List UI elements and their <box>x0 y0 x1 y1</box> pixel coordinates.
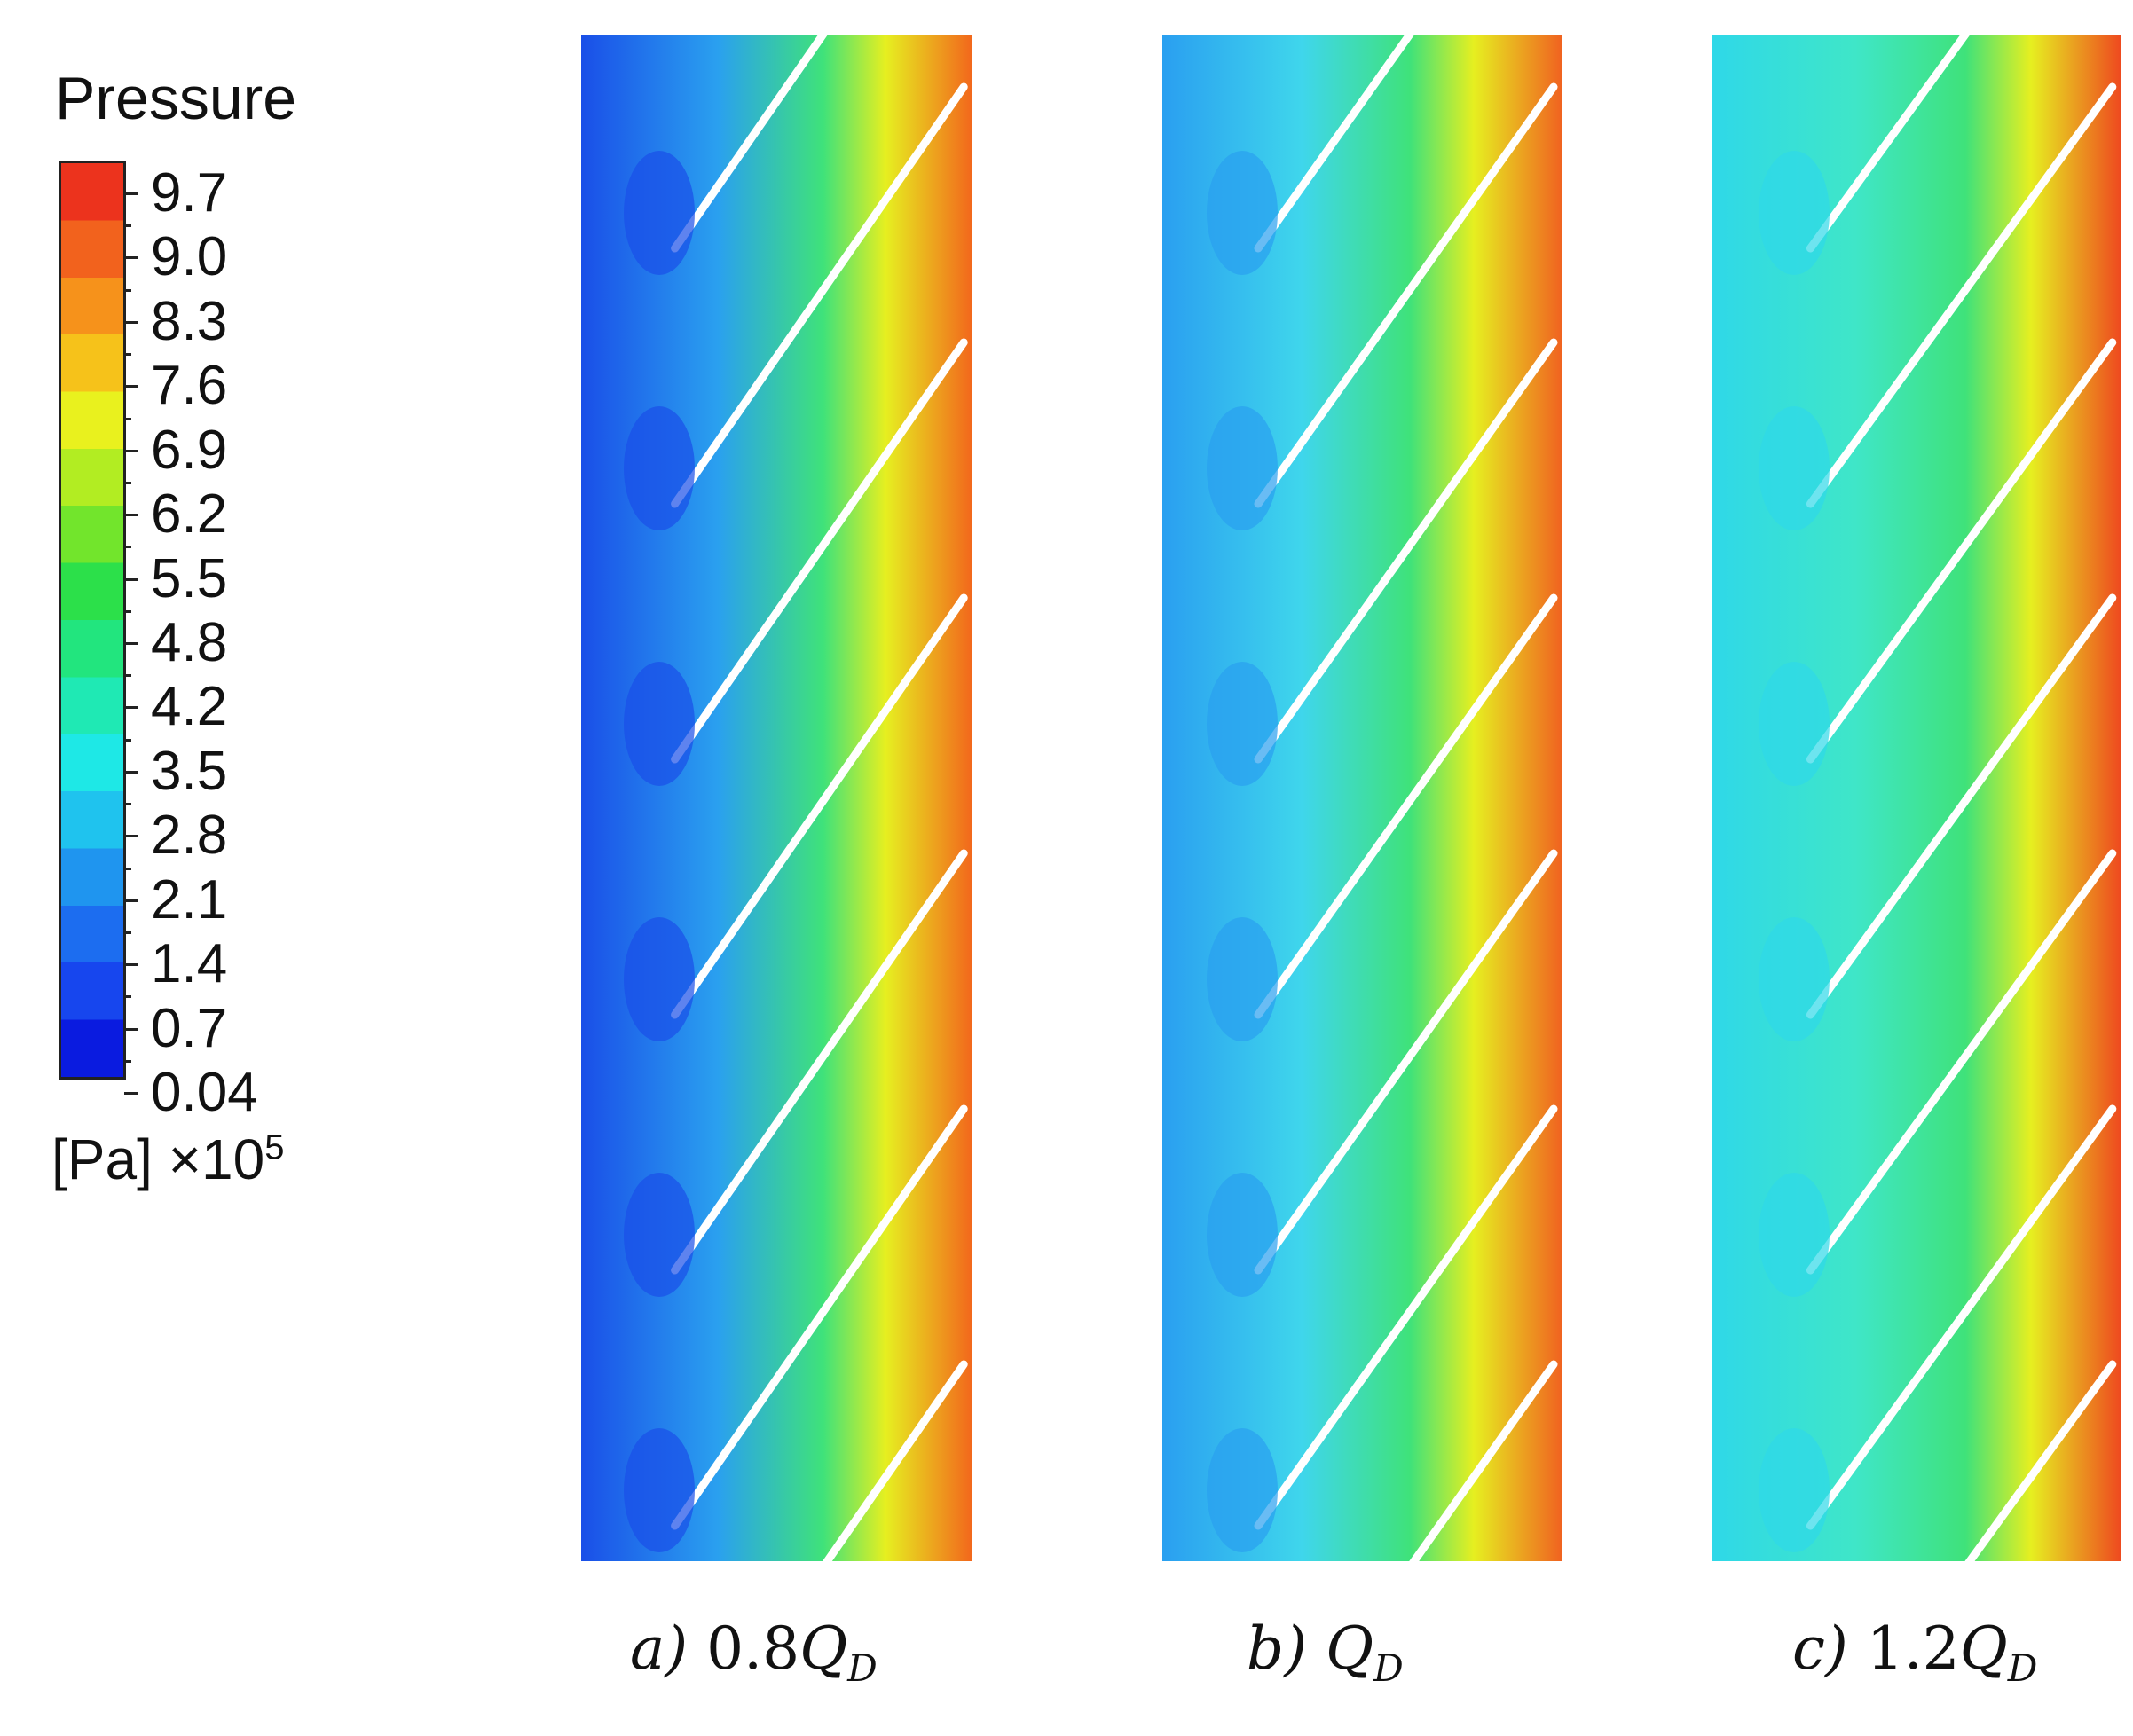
blade <box>1806 593 2117 1019</box>
blade <box>1806 82 2117 508</box>
colorbar-tick <box>124 192 138 195</box>
colorbar-minor-tick <box>124 867 131 870</box>
colorbar-tick-label: 4.2 <box>151 676 228 738</box>
low-pressure-region <box>1207 1173 1278 1297</box>
low-pressure-region <box>1759 406 1830 530</box>
blade <box>1806 849 2117 1275</box>
blade <box>671 849 968 1275</box>
blade <box>1806 35 1970 253</box>
colorbar-tick <box>124 577 138 581</box>
colorbar-minor-tick <box>124 353 131 357</box>
low-pressure-region <box>1759 917 1830 1041</box>
colorbar-tick <box>124 642 138 645</box>
blade <box>1254 849 1558 1275</box>
colorbar-tick <box>124 835 138 838</box>
colorbar-minor-tick <box>124 931 131 934</box>
colorbar-minor-tick <box>124 1059 131 1063</box>
colorbar-minor-tick <box>124 674 131 678</box>
low-pressure-region <box>624 151 695 275</box>
colorbar-tick <box>124 449 138 452</box>
colorbar-tick-label: 2.8 <box>151 805 228 867</box>
colorbar-tick <box>124 963 138 967</box>
low-pressure-region <box>624 662 695 786</box>
caption-b: b) QD <box>1247 1614 1404 1691</box>
colorbar-tick <box>124 899 138 902</box>
colorbar-tick-label: 3.5 <box>151 740 228 802</box>
colorbar-tick-label: 6.9 <box>151 419 228 481</box>
colorbar-tick <box>124 1092 138 1095</box>
low-pressure-region <box>1207 1428 1278 1552</box>
colorbar-minor-tick <box>124 288 131 292</box>
contour-panel-a <box>581 35 972 1570</box>
colorbar-tick-label: 6.2 <box>151 483 228 546</box>
colorbar-tick-label: 1.4 <box>151 933 228 995</box>
blade <box>1254 35 1414 253</box>
caption-a: a) 0.8QD <box>630 1614 878 1691</box>
blade <box>671 82 968 508</box>
colorbar-minor-tick <box>124 609 131 613</box>
blade <box>1254 338 1558 764</box>
colorbar-tick-label: 0.7 <box>151 997 228 1059</box>
low-pressure-region <box>624 1428 695 1552</box>
colorbar-tick <box>124 1027 138 1031</box>
colorbar-minor-tick <box>124 995 131 999</box>
low-pressure-region <box>1207 662 1278 786</box>
colorbar-tick <box>124 706 138 710</box>
blade <box>1806 338 2117 764</box>
low-pressure-region <box>624 1173 695 1297</box>
blade <box>671 35 828 253</box>
blade <box>1254 593 1558 1019</box>
colorbar-tick <box>124 256 138 260</box>
colorbar-tick-label: 4.8 <box>151 612 228 673</box>
colorbar-minor-tick <box>124 481 131 484</box>
low-pressure-region <box>624 917 695 1041</box>
low-pressure-region <box>1207 406 1278 530</box>
colorbar-tick-label: 8.3 <box>151 290 228 352</box>
blade <box>671 593 968 1019</box>
low-pressure-region <box>1759 151 1830 275</box>
legend-title: Pressure <box>55 65 297 132</box>
colorbar-tick-label: 9.0 <box>151 226 228 288</box>
colorbar-minor-tick <box>124 224 131 228</box>
blade <box>816 1360 968 1570</box>
low-pressure-region <box>1759 1173 1830 1297</box>
contour-panel-c <box>1712 35 2121 1570</box>
pressure-field <box>581 35 972 1561</box>
blade <box>671 1104 968 1530</box>
units-label: [Pa] ×105 <box>51 1127 285 1191</box>
colorbar-tick-label: 5.5 <box>151 547 228 609</box>
colorbar-minor-tick <box>124 738 131 742</box>
low-pressure-region <box>1759 1428 1830 1552</box>
low-pressure-region <box>1759 662 1830 786</box>
blade <box>1254 1104 1558 1530</box>
pressure-field <box>1162 35 1562 1561</box>
colorbar-tick-label: 9.7 <box>151 162 228 224</box>
caption-c: c) 1.2QD <box>1792 1614 2038 1691</box>
colorbar-minor-tick <box>124 803 131 806</box>
colorbar-tick <box>124 320 138 324</box>
colorbar-minor-tick <box>124 546 131 549</box>
pressure-field <box>1712 35 2121 1561</box>
colorbar-tick-label: 7.6 <box>151 355 228 417</box>
pressure-colorbar <box>59 161 126 1080</box>
low-pressure-region <box>1207 151 1278 275</box>
colorbar-minor-tick <box>124 417 131 420</box>
colorbar-tick <box>124 514 138 517</box>
blade <box>671 338 968 764</box>
colorbar-tick-label: 0.04 <box>151 1062 258 1123</box>
low-pressure-region <box>1207 917 1278 1041</box>
blade <box>1403 1360 1558 1570</box>
blade <box>1254 82 1558 508</box>
blade <box>1806 1104 2117 1530</box>
colorbar-tick-label: 2.1 <box>151 868 228 931</box>
blade <box>1958 1360 2117 1570</box>
low-pressure-region <box>624 406 695 530</box>
colorbar-tick <box>124 770 138 774</box>
contour-panel-b <box>1162 35 1562 1570</box>
colorbar-tick <box>124 385 138 389</box>
